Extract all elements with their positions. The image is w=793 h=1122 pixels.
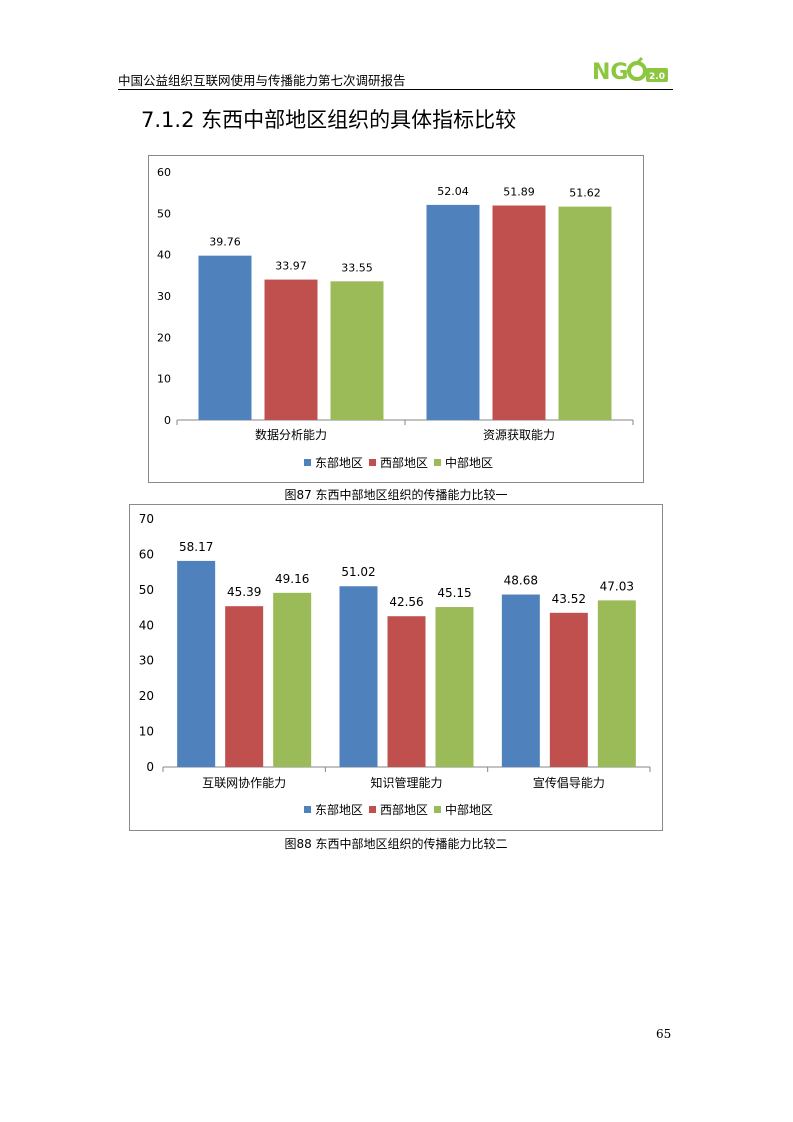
legend-swatch: [369, 459, 376, 466]
y-tick-label: 60: [157, 166, 171, 179]
data-label: 45.39: [227, 585, 261, 599]
logo-text: NG: [592, 60, 628, 85]
y-tick-label: 70: [139, 512, 154, 526]
data-label: 49.16: [275, 572, 309, 586]
x-category-label: 数据分析能力: [255, 427, 327, 442]
data-label: 33.97: [275, 260, 307, 273]
data-label: 48.68: [504, 574, 538, 588]
header-rule: [118, 89, 673, 90]
bar: [387, 616, 426, 767]
data-label: 45.15: [437, 586, 471, 600]
bar: [330, 281, 384, 420]
x-category-label: 宣传倡导能力: [533, 775, 605, 790]
y-tick-label: 20: [139, 689, 154, 703]
y-tick-label: 40: [139, 618, 154, 632]
x-category-label: 资源获取能力: [483, 428, 555, 442]
x-category-label: 互联网协作能力: [202, 775, 286, 790]
bar: [492, 205, 546, 420]
y-tick-label: 50: [139, 583, 154, 597]
legend-label: 西部地区: [380, 455, 428, 470]
page-header: 中国公益组织互联网使用与传播能力第七次调研报告 NG 2.0: [118, 56, 673, 91]
x-category-label: 知识管理能力: [370, 775, 442, 790]
bar: [435, 607, 474, 767]
bar: [264, 279, 318, 420]
caption-fig87: 图87 东西中部地区组织的传播能力比较一: [284, 488, 508, 502]
ngo-logo-icon: NG 2.0: [592, 56, 668, 85]
bar: [549, 612, 588, 767]
bar: [339, 586, 378, 767]
y-tick-label: 0: [146, 760, 154, 774]
data-label: 47.03: [600, 579, 634, 593]
legend-label: 西部地区: [380, 802, 428, 817]
data-label: 52.04: [437, 185, 469, 198]
legend-swatch: [304, 806, 311, 813]
ngo-logo: NG 2.0: [592, 56, 672, 88]
legend-label: 中部地区: [445, 455, 493, 470]
bar: [273, 592, 312, 767]
data-label: 51.89: [503, 186, 535, 199]
report-title: 中国公益组织互联网使用与传播能力第七次调研报告: [118, 73, 406, 88]
bar: [501, 594, 540, 767]
chart-fig87-svg: 0 10 20 30 40 50 60 39.76 33.97 33.55 数据分析能力 52.04 5…: [157, 166, 634, 470]
data-label: 51.02: [341, 565, 375, 579]
section-title: 7.1.2 东西中部地区组织的具体指标比较: [141, 108, 517, 132]
legend-label: 东部地区: [315, 802, 363, 817]
bar: [177, 560, 216, 767]
y-tick-label: 30: [139, 654, 154, 668]
legend-swatch: [434, 806, 441, 813]
data-label: 39.76: [209, 236, 241, 249]
logo-badge: 2.0: [649, 72, 665, 82]
y-tick-label: 10: [157, 373, 171, 386]
bar: [198, 255, 252, 420]
chart-fig87: 0 10 20 30 40 50 60 39.76 33.97 33.55 数据分析能力 52.04 5…: [148, 155, 644, 483]
data-label: 58.17: [179, 540, 213, 554]
chart-fig88-svg: 0 10 20 30 40 50 60 70 58.17 45.39 49.16 互联网协作能力 51.…: [139, 512, 651, 817]
y-tick-label: 40: [157, 249, 171, 262]
legend-swatch: [369, 806, 376, 813]
y-tick-label: 50: [157, 207, 171, 220]
chart-fig88: 0 10 20 30 40 50 60 70 58.17 45.39 49.16 互联网协作能力 51.…: [129, 504, 663, 831]
data-label: 42.56: [389, 595, 423, 609]
bar: [558, 206, 612, 420]
y-tick-label: 30: [157, 290, 171, 303]
data-label: 33.55: [341, 261, 373, 274]
data-label: 43.52: [552, 592, 586, 606]
page-number: 65: [656, 1027, 672, 1041]
legend-swatch: [434, 459, 441, 466]
bar: [597, 600, 636, 767]
bar: [225, 606, 264, 767]
legend-label: 中部地区: [445, 802, 493, 817]
y-tick-label: 10: [139, 725, 154, 739]
data-label: 51.62: [569, 187, 601, 200]
y-tick-label: 20: [157, 331, 171, 344]
legend-label: 东部地区: [315, 455, 363, 470]
y-tick-label: 0: [164, 414, 171, 427]
caption-fig88: 图88 东西中部地区组织的传播能力比较二: [284, 837, 508, 851]
y-tick-label: 60: [139, 547, 154, 561]
bar: [426, 204, 480, 420]
legend-swatch: [304, 459, 311, 466]
